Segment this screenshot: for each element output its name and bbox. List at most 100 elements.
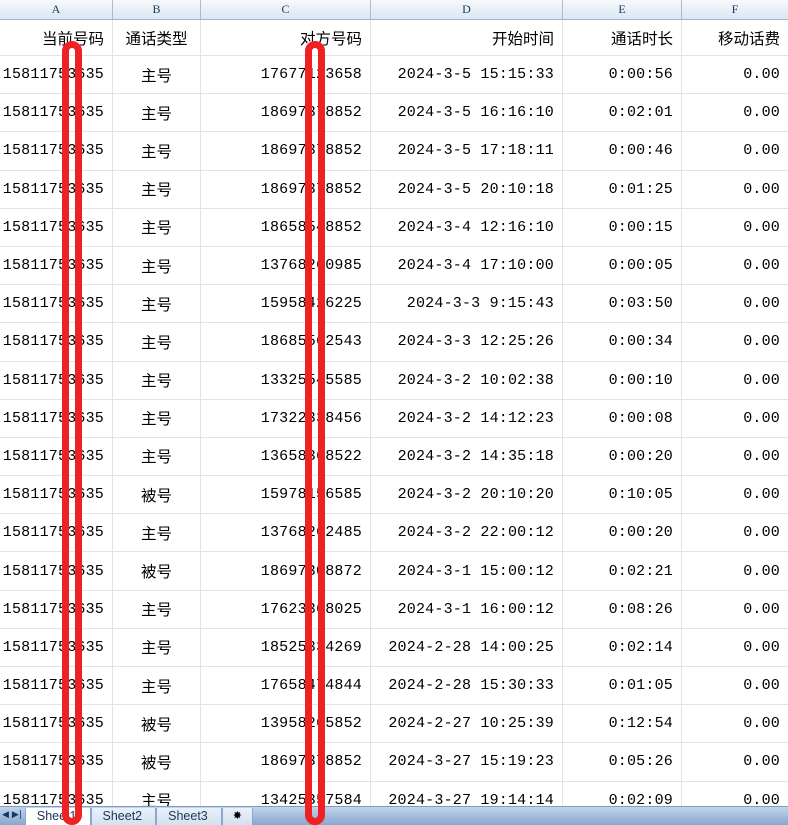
cell-other-party-number[interactable]: 13658368522 bbox=[201, 437, 371, 476]
cell-mobile-charge[interactable]: 0.00 bbox=[743, 638, 780, 656]
table-row[interactable]: 15811753635 主号 18697378852 2024-3-5 17:18:1… bbox=[0, 132, 788, 171]
cell-current-number[interactable]: 15811753635 bbox=[0, 590, 113, 628]
cell-call-type[interactable]: 主号 bbox=[113, 590, 201, 628]
header-cell-other-party-number[interactable]: 对方号码 bbox=[201, 20, 371, 55]
table-row[interactable]: 15811753635 主号 13658368522 2024-3-2 14:35:1… bbox=[0, 437, 788, 477]
cell-call-duration[interactable]: 0:01:05 bbox=[563, 667, 682, 705]
cell-start-time[interactable]: 2024-3-2 14:35:18 bbox=[371, 437, 563, 476]
cell-call-duration[interactable]: 0:01:25 bbox=[563, 170, 682, 208]
cell-call-type[interactable]: 主号 bbox=[113, 208, 201, 246]
column-header-f[interactable]: F bbox=[682, 0, 788, 19]
cell-current-number[interactable]: 15811753635 bbox=[0, 743, 113, 781]
table-row[interactable]: 15811753635 主号 15958426225 2024-3-3 9:15:43… bbox=[0, 285, 788, 324]
cell-call-duration[interactable]: 0:10:05 bbox=[563, 476, 682, 514]
cell-call-type[interactable]: 主号 bbox=[113, 56, 201, 94]
cell-call-duration[interactable]: 0:00:10 bbox=[563, 361, 682, 399]
cell-mobile-charge[interactable]: 0.00 bbox=[743, 600, 780, 618]
cell-start-time[interactable]: 2024-3-5 15:15:33 bbox=[371, 56, 563, 94]
table-row[interactable]: 15811753635 主号 13768262485 2024-3-2 22:00:1… bbox=[0, 514, 788, 553]
cell-current-number[interactable]: 15811753635 bbox=[0, 476, 113, 514]
cell-current-number[interactable]: 15811753635 bbox=[0, 132, 113, 170]
cell-current-number[interactable]: 15811753635 bbox=[0, 94, 113, 132]
cell-mobile-charge[interactable]: 0.00 bbox=[743, 66, 780, 84]
cell-mobile-charge[interactable]: 0.00 bbox=[743, 180, 780, 198]
cell-other-party-number[interactable]: 18697378852 bbox=[201, 170, 371, 208]
cell-start-time[interactable]: 2024-3-27 19:14:14 bbox=[371, 781, 563, 819]
cell-current-number[interactable]: 15811753635 bbox=[0, 285, 113, 323]
cell-call-type[interactable]: 被号 bbox=[113, 705, 201, 743]
cell-call-duration[interactable]: 0:02:21 bbox=[563, 552, 682, 590]
table-row[interactable]: 15811753635 主号 17658474844 2024-2-28 15:30:… bbox=[0, 667, 788, 706]
cell-other-party-number[interactable]: 18697378852 bbox=[201, 132, 371, 170]
cell-mobile-charge[interactable]: 0.00 bbox=[743, 524, 780, 542]
cell-call-type[interactable]: 主号 bbox=[113, 781, 201, 819]
cell-start-time[interactable]: 2024-3-3 12:25:26 bbox=[371, 323, 563, 361]
last-sheet-icon[interactable]: ▶| bbox=[11, 810, 22, 820]
cell-mobile-charge[interactable]: 0.00 bbox=[743, 715, 780, 733]
cell-other-party-number[interactable]: 18697308872 bbox=[201, 552, 371, 590]
cell-other-party-number[interactable]: 18525334269 bbox=[201, 628, 371, 666]
cell-start-time[interactable]: 2024-3-5 16:16:10 bbox=[371, 94, 563, 132]
cell-mobile-charge[interactable]: 0.00 bbox=[743, 677, 780, 695]
previous-sheet-icon[interactable]: ◀ bbox=[2, 810, 9, 820]
cell-start-time[interactable]: 2024-3-4 12:16:10 bbox=[371, 208, 563, 246]
cell-other-party-number[interactable]: 13768260985 bbox=[201, 246, 371, 285]
column-header-a[interactable]: A bbox=[0, 0, 113, 19]
cell-mobile-charge[interactable]: 0.00 bbox=[743, 753, 780, 771]
cell-mobile-charge[interactable]: 0.00 bbox=[743, 447, 780, 465]
cell-start-time[interactable]: 2024-2-28 15:30:33 bbox=[371, 667, 563, 705]
header-cell-start-time[interactable]: 开始时间 bbox=[371, 20, 563, 55]
cell-current-number[interactable]: 15811753635 bbox=[0, 56, 113, 94]
cell-call-type[interactable]: 被号 bbox=[113, 552, 201, 590]
cell-current-number[interactable]: 15811753635 bbox=[0, 628, 113, 666]
cell-call-duration[interactable]: 0:02:09 bbox=[563, 781, 682, 819]
cell-current-number[interactable]: 15811753635 bbox=[0, 667, 113, 705]
cell-current-number[interactable]: 15811753635 bbox=[0, 208, 113, 246]
cell-other-party-number[interactable]: 15958426225 bbox=[201, 285, 371, 323]
cell-call-type[interactable]: 主号 bbox=[113, 246, 201, 285]
table-row[interactable]: 15811753635 被号 18697308872 2024-3-1 15:00:1… bbox=[0, 552, 788, 591]
cell-other-party-number[interactable]: 13768262485 bbox=[201, 514, 371, 552]
cell-other-party-number[interactable]: 13325545585 bbox=[201, 361, 371, 399]
cell-other-party-number[interactable]: 17658474844 bbox=[201, 667, 371, 705]
table-row[interactable]: 15811753635 主号 13768260985 2024-3-4 17:10:0… bbox=[0, 246, 788, 286]
cell-call-type[interactable]: 主号 bbox=[113, 667, 201, 705]
cell-mobile-charge[interactable]: 0.00 bbox=[743, 295, 780, 313]
cell-start-time[interactable]: 2024-3-1 15:00:12 bbox=[371, 552, 563, 590]
cell-call-duration[interactable]: 0:00:20 bbox=[563, 514, 682, 552]
cell-mobile-charge[interactable]: 0.00 bbox=[743, 218, 780, 236]
cell-call-type[interactable]: 主号 bbox=[113, 361, 201, 399]
cell-call-type[interactable]: 主号 bbox=[113, 170, 201, 208]
table-row[interactable]: 15811753635 被号 15978156585 2024-3-2 20:10:2… bbox=[0, 476, 788, 515]
cell-call-type[interactable]: 被号 bbox=[113, 743, 201, 781]
cell-current-number[interactable]: 15811753635 bbox=[0, 323, 113, 361]
cell-current-number[interactable]: 15811753635 bbox=[0, 399, 113, 437]
column-header-b[interactable]: B bbox=[113, 0, 201, 19]
cell-start-time[interactable]: 2024-3-3 9:15:43 bbox=[371, 285, 563, 323]
cell-call-duration[interactable]: 0:03:50 bbox=[563, 285, 682, 323]
cell-other-party-number[interactable]: 15978156585 bbox=[201, 476, 371, 514]
cell-mobile-charge[interactable]: 0.00 bbox=[743, 257, 780, 275]
cell-call-duration[interactable]: 0:00:05 bbox=[563, 246, 682, 285]
cell-call-duration[interactable]: 0:00:56 bbox=[563, 56, 682, 94]
header-cell-call-type[interactable]: 通话类型 bbox=[113, 20, 201, 55]
cell-current-number[interactable]: 15811753635 bbox=[0, 552, 113, 590]
cell-mobile-charge[interactable]: 0.00 bbox=[743, 333, 780, 351]
table-row[interactable]: 15811753635 主号 18697378852 2024-3-5 16:16:1… bbox=[0, 94, 788, 133]
sheet-tab-sheet2[interactable]: Sheet2 bbox=[90, 808, 157, 825]
cell-current-number[interactable]: 15811753635 bbox=[0, 705, 113, 743]
column-header-c[interactable]: C bbox=[201, 0, 371, 19]
cell-mobile-charge[interactable]: 0.00 bbox=[743, 142, 780, 160]
cell-other-party-number[interactable]: 17322338456 bbox=[201, 399, 371, 437]
cell-call-duration[interactable]: 0:00:34 bbox=[563, 323, 682, 361]
cell-start-time[interactable]: 2024-3-5 17:18:11 bbox=[371, 132, 563, 170]
cell-call-duration[interactable]: 0:00:08 bbox=[563, 399, 682, 437]
cell-start-time[interactable]: 2024-2-28 14:00:25 bbox=[371, 628, 563, 666]
cell-call-type[interactable]: 主号 bbox=[113, 514, 201, 552]
column-header-e[interactable]: E bbox=[563, 0, 682, 19]
cell-current-number[interactable]: 15811753635 bbox=[0, 246, 113, 285]
sheet-tab-sheet3[interactable]: Sheet3 bbox=[156, 808, 222, 825]
cell-mobile-charge[interactable]: 0.00 bbox=[743, 486, 780, 504]
table-row[interactable]: 15811753635 主号 18525334269 2024-2-28 14:00:… bbox=[0, 628, 788, 667]
cell-current-number[interactable]: 15811753635 bbox=[0, 170, 113, 208]
